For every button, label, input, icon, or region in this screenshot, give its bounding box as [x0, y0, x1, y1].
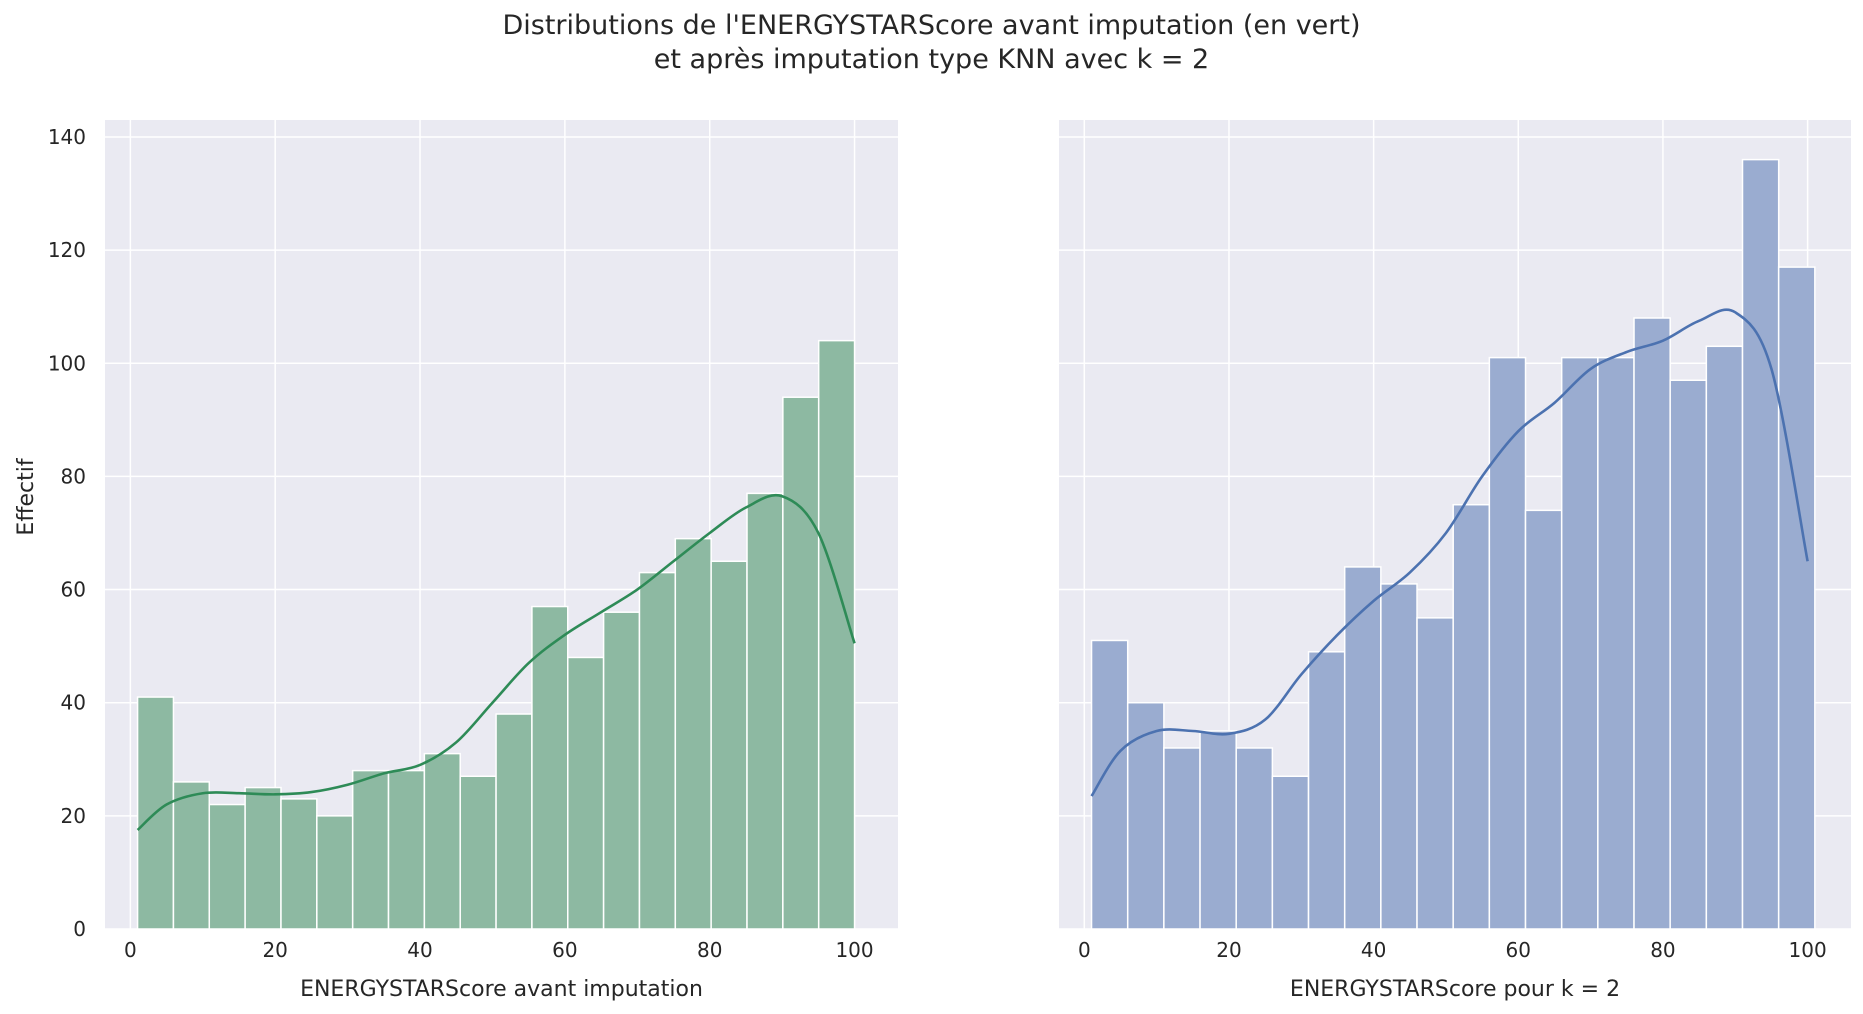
x-tick-label: 20 [262, 938, 287, 962]
x-tick-label: 80 [697, 938, 722, 962]
y-tick-label: 140 [48, 125, 86, 149]
x-tick-label: 40 [407, 938, 432, 962]
histogram-bar [674, 537, 712, 930]
x-tick-label: 60 [552, 938, 577, 962]
histogram-bar [1307, 651, 1346, 930]
histogram-bar [280, 798, 318, 930]
figure-title-line-1: Distributions de l'ENERGYSTARScore avant… [502, 10, 1361, 41]
histogram-bar [1163, 747, 1201, 930]
y-axis-label: Effectif [14, 457, 39, 535]
histogram-after-knn-imputation: 0 20 40 60 80 100 ENERGYSTARScore pour k = 2 [1059, 120, 1851, 1002]
x-tick-label: 40 [1361, 938, 1386, 962]
histogram-bar [1741, 158, 1780, 930]
histogram-bar [1488, 356, 1527, 930]
histogram-bar [531, 605, 569, 930]
histogram-before-imputation: 0 20 40 60 80 100 0 20 40 60 80 100 120 140 ENERGYSTAR… [48, 120, 898, 1002]
x-tick-label: 0 [124, 938, 137, 962]
histogram-bar [710, 560, 748, 930]
y-tick-label: 40 [61, 691, 86, 715]
histogram-bar [1416, 617, 1454, 930]
histogram-bar [817, 339, 856, 930]
histogram-bar [782, 396, 820, 930]
histogram-bar [459, 775, 497, 930]
histogram-bar [1597, 356, 1635, 930]
histogram-bar [172, 781, 211, 930]
histogram-bar [1777, 266, 1816, 930]
x-tick-label: 80 [1650, 938, 1675, 962]
x-axis-label: ENERGYSTARScore avant imputation [300, 977, 703, 1002]
x-tick-label: 100 [835, 938, 873, 962]
histogram-bar [244, 786, 282, 930]
histogram-bar [602, 611, 641, 930]
histogram-bar [1235, 747, 1274, 930]
histogram-bar [746, 492, 784, 930]
histogram-bar [567, 656, 605, 930]
x-tick-label: 20 [1216, 938, 1241, 962]
figure-title-line-2: et après imputation type KNN avec k = 2 [653, 44, 1210, 75]
histogram-bar [638, 571, 677, 930]
y-tick-label: 60 [61, 578, 86, 602]
histogram-bar [1524, 509, 1563, 930]
histogram-bar [1669, 379, 1708, 930]
y-tick-label: 100 [48, 351, 86, 375]
kde-line [1090, 308, 1809, 797]
histogram-bar [316, 815, 354, 930]
kde-line [136, 493, 856, 831]
x-axis-label: ENERGYSTARScore pour k = 2 [1290, 977, 1620, 1002]
x-tick-label: 100 [1789, 938, 1827, 962]
histogram-bar [1126, 701, 1165, 930]
histogram-bar [1199, 730, 1237, 930]
x-tick-label: 60 [1506, 938, 1531, 962]
histogram-bar [387, 769, 426, 930]
histogram-bar [351, 769, 390, 930]
x-tick-label: 0 [1078, 938, 1091, 962]
histogram-bar [1633, 317, 1671, 930]
y-tick-label: 20 [61, 804, 86, 828]
histogram-bar [495, 713, 533, 930]
histogram-bar [1560, 356, 1599, 930]
histogram-bar [1452, 503, 1491, 930]
histogram-bar [1271, 775, 1310, 930]
histogram-bar [1705, 345, 1744, 930]
y-tick-label: 120 [48, 238, 86, 262]
histogram-bar [1380, 583, 1418, 930]
histogram-bar [208, 803, 246, 930]
histogram-bar [423, 752, 461, 930]
y-tick-label: 0 [73, 917, 86, 941]
y-tick-label: 80 [61, 464, 86, 488]
